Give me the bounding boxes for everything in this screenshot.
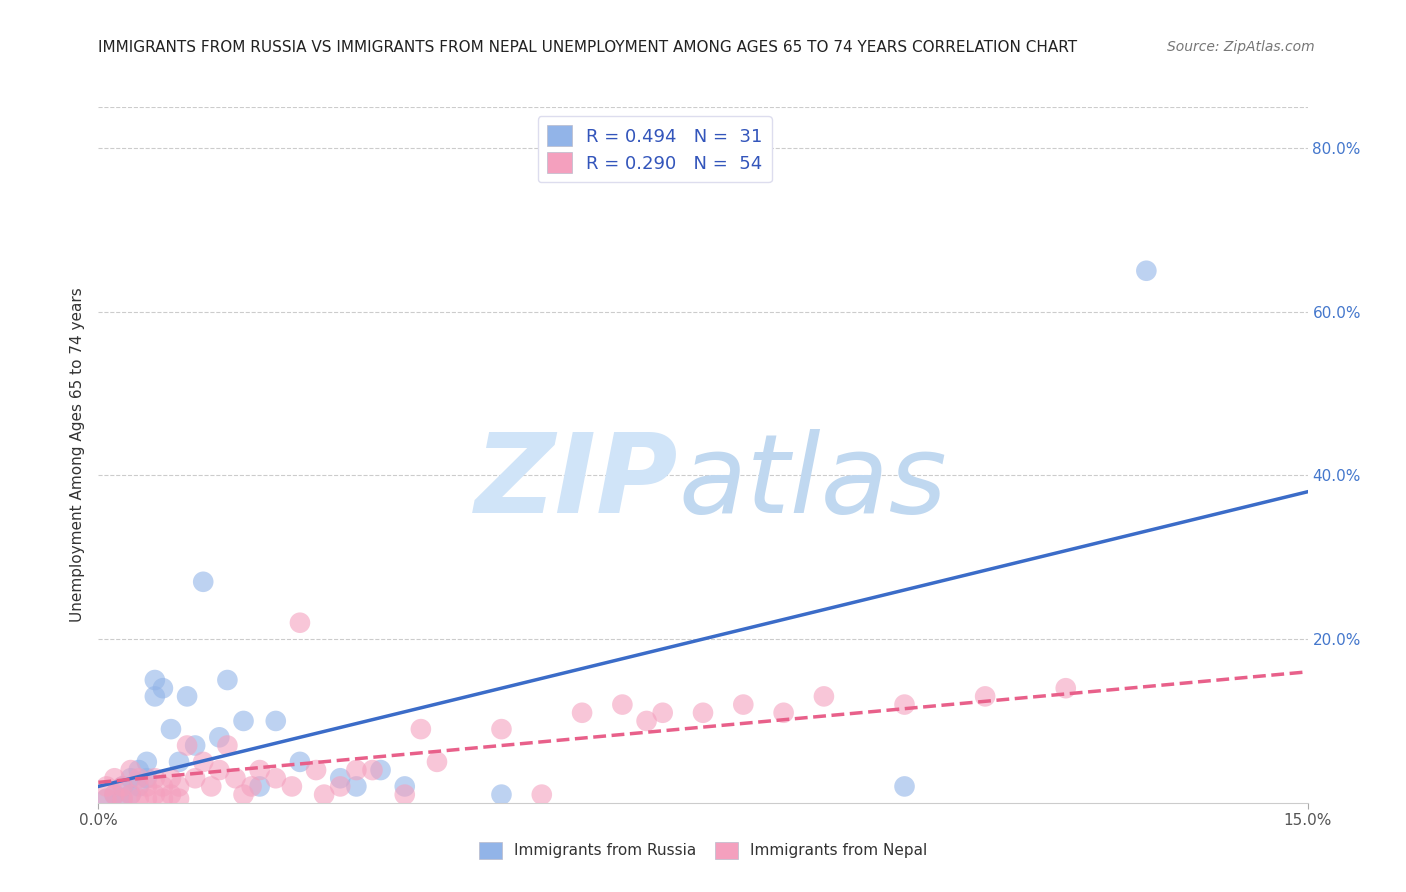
Point bbox=[143, 673, 166, 687]
Point bbox=[288, 755, 311, 769]
Point bbox=[974, 690, 997, 704]
Point bbox=[409, 722, 432, 736]
Point bbox=[224, 771, 246, 785]
Point bbox=[305, 763, 328, 777]
Point bbox=[143, 788, 166, 802]
Point bbox=[103, 788, 125, 802]
Point bbox=[426, 755, 449, 769]
Point bbox=[120, 788, 142, 802]
Point bbox=[1135, 264, 1157, 278]
Point bbox=[344, 780, 367, 794]
Point bbox=[281, 780, 304, 794]
Point bbox=[103, 788, 125, 802]
Point bbox=[143, 690, 166, 704]
Point bbox=[167, 791, 190, 805]
Point bbox=[249, 780, 271, 794]
Point bbox=[217, 739, 239, 753]
Point bbox=[160, 788, 183, 802]
Text: atlas: atlas bbox=[679, 429, 948, 536]
Point bbox=[314, 788, 336, 802]
Point bbox=[394, 788, 416, 802]
Point bbox=[167, 780, 190, 794]
Point bbox=[135, 755, 157, 769]
Y-axis label: Unemployment Among Ages 65 to 74 years: Unemployment Among Ages 65 to 74 years bbox=[69, 287, 84, 623]
Point bbox=[200, 780, 222, 794]
Point bbox=[612, 698, 634, 712]
Point bbox=[491, 788, 513, 802]
Point bbox=[120, 763, 142, 777]
Point bbox=[208, 731, 231, 745]
Point bbox=[893, 780, 915, 794]
Point bbox=[893, 698, 915, 712]
Point bbox=[135, 771, 157, 785]
Point bbox=[329, 780, 352, 794]
Point bbox=[152, 791, 174, 805]
Point bbox=[361, 763, 384, 777]
Point bbox=[491, 722, 513, 736]
Point bbox=[264, 714, 287, 728]
Point bbox=[733, 698, 755, 712]
Point bbox=[96, 791, 118, 805]
Point bbox=[1054, 681, 1077, 696]
Point bbox=[530, 788, 553, 802]
Point bbox=[160, 722, 183, 736]
Point bbox=[232, 714, 254, 728]
Point bbox=[692, 706, 714, 720]
Point bbox=[651, 706, 673, 720]
Point bbox=[120, 771, 142, 785]
Point bbox=[288, 615, 311, 630]
Point bbox=[249, 763, 271, 777]
Point bbox=[96, 791, 118, 805]
Point bbox=[772, 706, 794, 720]
Point bbox=[176, 739, 198, 753]
Point bbox=[184, 739, 207, 753]
Point bbox=[111, 791, 134, 805]
Point bbox=[152, 681, 174, 696]
Point bbox=[329, 771, 352, 785]
Point bbox=[571, 706, 593, 720]
Point bbox=[111, 791, 134, 805]
Point bbox=[143, 771, 166, 785]
Point bbox=[111, 780, 134, 794]
Point bbox=[394, 780, 416, 794]
Point bbox=[103, 771, 125, 785]
Point bbox=[111, 780, 134, 794]
Text: Source: ZipAtlas.com: Source: ZipAtlas.com bbox=[1167, 40, 1315, 54]
Point bbox=[240, 780, 263, 794]
Point bbox=[264, 771, 287, 785]
Point bbox=[128, 771, 150, 785]
Point bbox=[128, 791, 150, 805]
Point bbox=[193, 755, 215, 769]
Point bbox=[135, 780, 157, 794]
Point bbox=[128, 763, 150, 777]
Legend: Immigrants from Russia, Immigrants from Nepal: Immigrants from Russia, Immigrants from … bbox=[472, 836, 934, 864]
Text: IMMIGRANTS FROM RUSSIA VS IMMIGRANTS FROM NEPAL UNEMPLOYMENT AMONG AGES 65 TO 74: IMMIGRANTS FROM RUSSIA VS IMMIGRANTS FRO… bbox=[98, 40, 1077, 55]
Point bbox=[160, 771, 183, 785]
Text: ZIP: ZIP bbox=[475, 429, 679, 536]
Point bbox=[176, 690, 198, 704]
Point bbox=[636, 714, 658, 728]
Point bbox=[232, 788, 254, 802]
Point bbox=[370, 763, 392, 777]
Point bbox=[152, 780, 174, 794]
Point bbox=[128, 780, 150, 794]
Point bbox=[208, 763, 231, 777]
Point bbox=[217, 673, 239, 687]
Point bbox=[813, 690, 835, 704]
Point bbox=[344, 763, 367, 777]
Point bbox=[193, 574, 215, 589]
Point bbox=[184, 771, 207, 785]
Point bbox=[167, 755, 190, 769]
Point bbox=[96, 780, 118, 794]
Point bbox=[120, 788, 142, 802]
Point bbox=[135, 791, 157, 805]
